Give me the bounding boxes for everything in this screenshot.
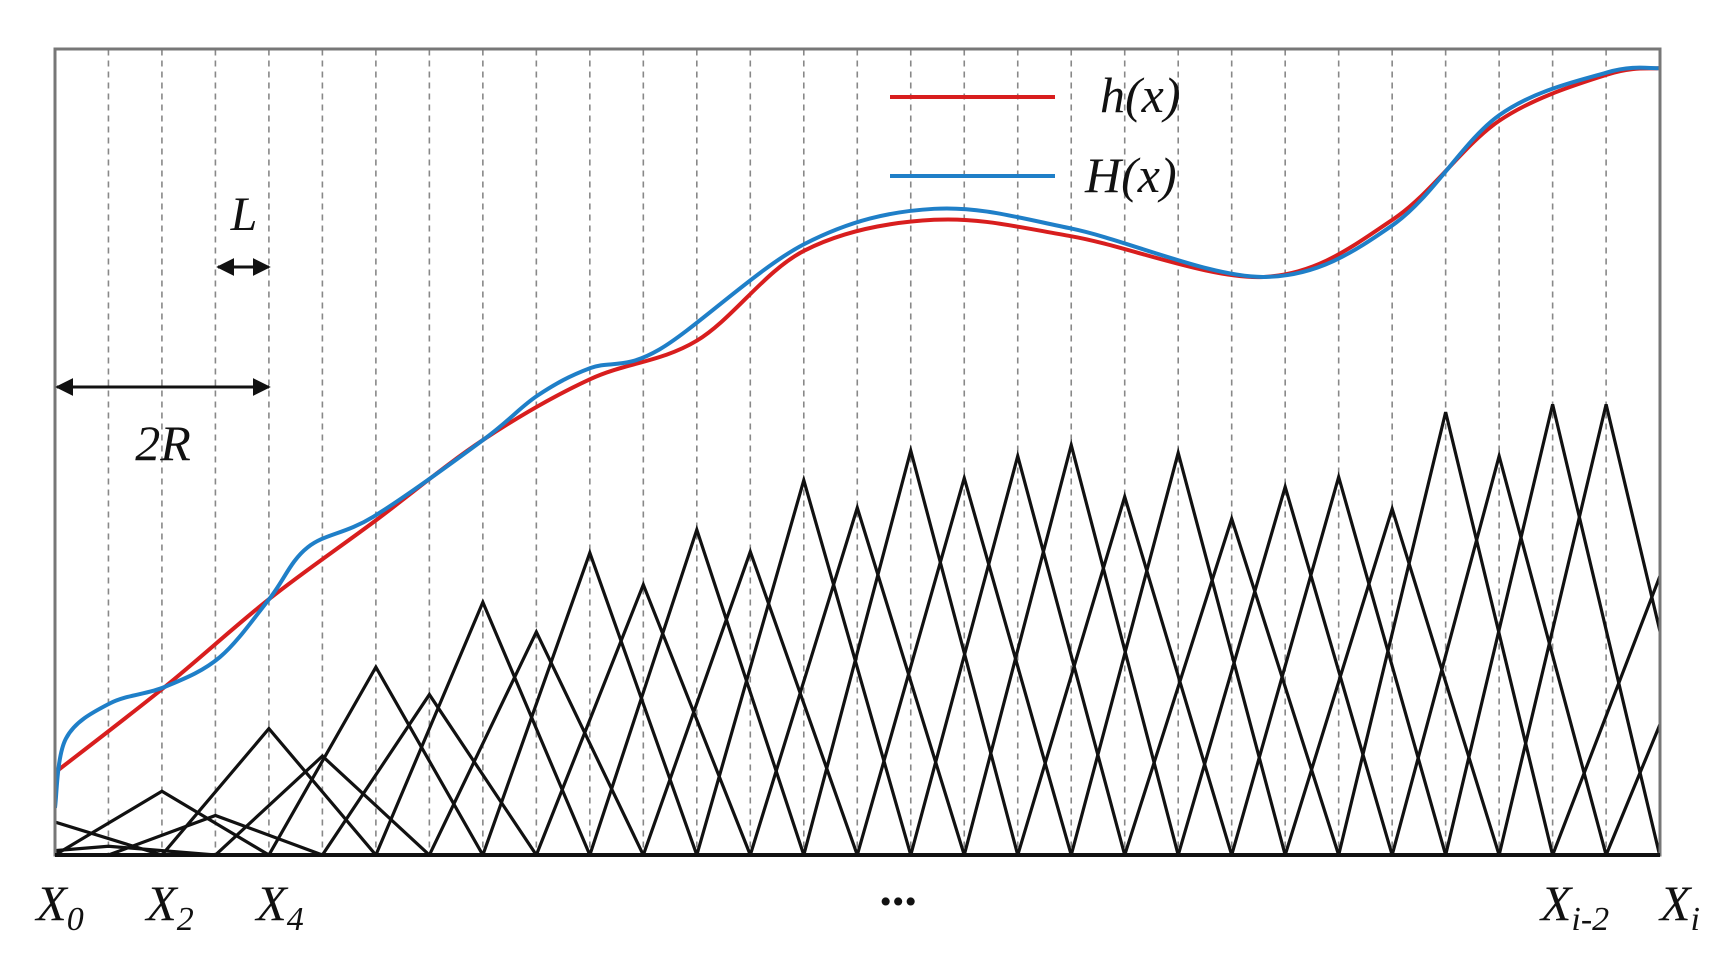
hat-function [748, 502, 966, 855]
hat-function [802, 444, 1020, 855]
hat-function [534, 580, 752, 855]
x-label: Xi [1658, 875, 1700, 938]
hat-function [909, 449, 1127, 855]
hat-function [641, 546, 859, 855]
hat-function [1604, 720, 1660, 855]
hat-function [855, 472, 1073, 855]
hat-function [1069, 446, 1287, 855]
label-base: X [1539, 875, 1574, 931]
hat-function [695, 474, 913, 855]
label-base: X [144, 875, 179, 931]
hat-function [1337, 411, 1555, 855]
legend-label: H(x) [1084, 147, 1177, 203]
x-label: X4 [254, 875, 304, 938]
x-label: X0 [34, 875, 84, 938]
hat-function [1230, 471, 1448, 855]
annotation-2R: 2R [135, 415, 191, 471]
x-label: X2 [144, 875, 194, 938]
annotation-L: L [230, 188, 258, 241]
hat-function [962, 438, 1180, 855]
x-label: Xi-2 [1539, 875, 1609, 938]
label-sub: i-2 [1571, 901, 1609, 938]
hat-function [267, 663, 485, 855]
hat-function [1497, 404, 1660, 855]
hat-function [1283, 503, 1501, 855]
hat-function [55, 820, 163, 855]
hat-function [160, 726, 378, 855]
hat-function [1123, 513, 1341, 855]
hat-function [481, 548, 699, 855]
hat-function [427, 628, 645, 855]
hat-function [1551, 572, 1660, 855]
hat-function [55, 789, 270, 855]
hat-function [588, 524, 806, 855]
curve-H [55, 65, 1660, 809]
hat-function [55, 844, 216, 855]
hat-function [1444, 404, 1660, 855]
basis-functions [55, 404, 1660, 855]
hat-function [107, 813, 323, 855]
label-sub: 2 [177, 901, 194, 938]
label-sub: i [1691, 901, 1700, 938]
hat-function [1390, 449, 1608, 855]
hat-function [1016, 491, 1234, 855]
label-base: X [1658, 875, 1693, 931]
hat-function [374, 598, 592, 855]
hat-function [214, 753, 431, 855]
curves [55, 65, 1660, 809]
label-sub: 0 [67, 901, 84, 938]
ellipsis: ... [881, 860, 919, 916]
hat-function [1176, 481, 1394, 855]
label-base: X [34, 875, 69, 931]
legend-label: h(x) [1100, 67, 1181, 123]
grid [107, 49, 1607, 856]
label-sub: 4 [287, 901, 304, 938]
label-base: X [254, 875, 289, 931]
